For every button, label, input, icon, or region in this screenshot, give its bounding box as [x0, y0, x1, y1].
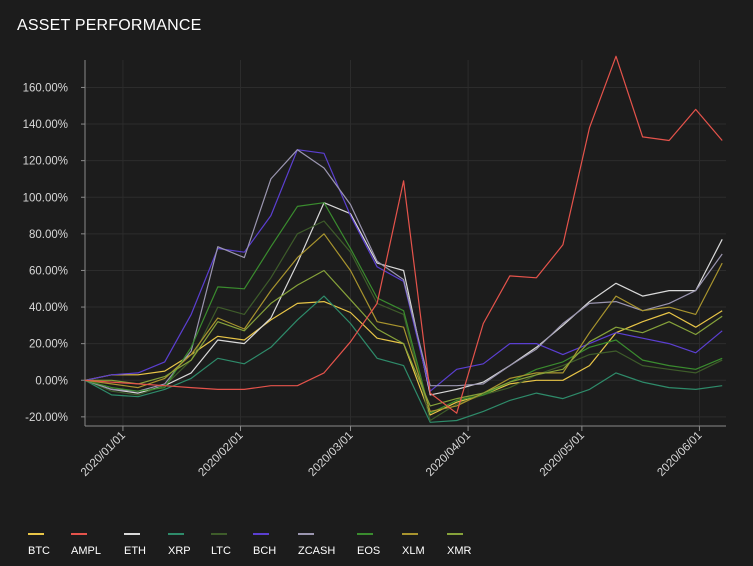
series-line-btc — [84, 301, 723, 416]
series-line-ampl — [84, 55, 723, 414]
axes: -20.00% 0.00% 20.00% 40.00% 60.00% 80.00% 100.… — [23, 60, 726, 479]
legend-swatch — [71, 533, 87, 535]
legend-label: LTC — [211, 545, 231, 557]
legend-swatch — [211, 533, 227, 535]
x-tick-label: 2020/01/01 — [79, 430, 128, 479]
series-line-eth — [84, 202, 723, 396]
legend: BTC AMPL ETH XRP LTC BCH ZCASH EOS XLM XMR — [0, 520, 753, 566]
y-tick-label: 60.00% — [29, 265, 68, 277]
y-tick-label: -20.00% — [25, 412, 68, 424]
legend-label: AMPL — [71, 545, 101, 557]
series-line-xlm — [84, 233, 723, 412]
series-line-eos — [84, 202, 723, 414]
x-tick-label: 2020/03/01 — [306, 430, 355, 479]
x-tick-label: 2020/05/01 — [538, 430, 587, 479]
y-tick-label: 20.00% — [29, 339, 68, 351]
legend-swatch — [298, 533, 314, 535]
legend-swatch — [402, 533, 418, 535]
legend-swatch — [168, 533, 184, 535]
legend-swatch — [28, 533, 44, 535]
series-line-zcash — [84, 149, 723, 392]
legend-swatch — [253, 533, 269, 535]
legend-label: XRP — [168, 545, 191, 557]
x-tick-label: 2020/04/01 — [424, 430, 473, 479]
grid — [85, 60, 726, 426]
legend-swatch — [124, 533, 140, 535]
legend-label: BTC — [28, 545, 50, 557]
legend-label: BCH — [253, 545, 277, 557]
series-lines — [84, 55, 723, 423]
legend-swatch — [447, 533, 463, 535]
series-line-ltc — [84, 220, 723, 422]
legend-label: XLM — [402, 545, 425, 557]
series-line-xrp — [84, 295, 723, 423]
y-tick-label: 140.00% — [23, 119, 68, 131]
legend-label: ZCASH — [298, 545, 336, 557]
series-line-xmr — [85, 269, 723, 407]
legend-label: EOS — [357, 545, 381, 557]
x-tick-label: 2020/02/01 — [196, 430, 245, 479]
y-tick-label: 160.00% — [23, 82, 68, 94]
y-tick-label: 100.00% — [23, 192, 68, 204]
legend-swatch — [357, 533, 373, 535]
y-tick-label: 0.00% — [35, 375, 68, 387]
legend-label: XMR — [447, 545, 472, 557]
y-tick-label: 120.00% — [23, 156, 68, 168]
legend-label: ETH — [124, 545, 146, 557]
y-tick-label: 80.00% — [29, 229, 68, 241]
y-tick-label: 40.00% — [29, 302, 68, 314]
x-tick-label: 2020/06/01 — [655, 430, 704, 479]
chart-title: ASSET PERFORMANCE — [17, 17, 202, 34]
